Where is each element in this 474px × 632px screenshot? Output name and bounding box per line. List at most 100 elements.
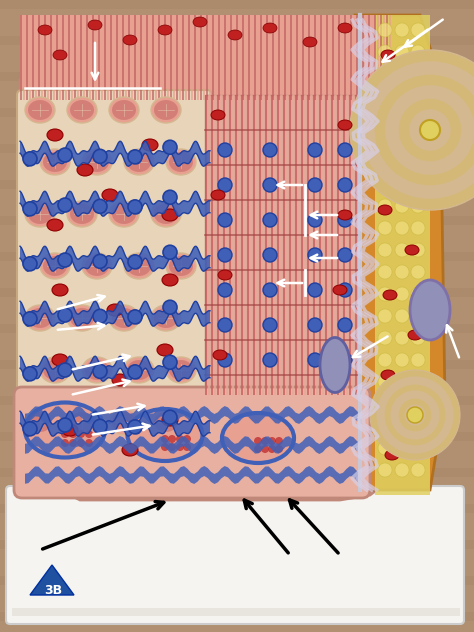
Ellipse shape: [40, 253, 70, 279]
Circle shape: [308, 213, 322, 227]
Bar: [0, 306, 474, 315]
Circle shape: [395, 23, 409, 37]
Bar: [26, 15, 28, 100]
Bar: [375, 15, 430, 495]
Ellipse shape: [85, 360, 109, 380]
Bar: [185, 15, 187, 100]
Bar: [212, 15, 214, 100]
Bar: [89, 15, 91, 100]
Bar: [176, 15, 178, 100]
Circle shape: [93, 420, 107, 434]
Circle shape: [395, 111, 409, 125]
Ellipse shape: [157, 344, 173, 356]
Bar: [253, 95, 255, 395]
Bar: [380, 15, 382, 100]
Ellipse shape: [405, 245, 419, 255]
Ellipse shape: [154, 308, 178, 328]
Circle shape: [411, 89, 425, 103]
Circle shape: [338, 353, 352, 367]
Bar: [256, 95, 258, 395]
Bar: [340, 95, 342, 395]
Circle shape: [370, 370, 460, 460]
Ellipse shape: [151, 305, 181, 331]
Ellipse shape: [40, 357, 70, 383]
Ellipse shape: [333, 285, 347, 295]
Bar: [0, 486, 474, 495]
Bar: [32, 15, 34, 100]
Circle shape: [338, 283, 352, 297]
Ellipse shape: [109, 201, 139, 227]
Ellipse shape: [52, 354, 68, 366]
Circle shape: [58, 418, 72, 432]
Ellipse shape: [43, 360, 67, 380]
Circle shape: [85, 439, 93, 447]
Circle shape: [23, 152, 37, 166]
Circle shape: [58, 363, 72, 377]
Bar: [323, 15, 325, 100]
Bar: [343, 95, 345, 395]
Bar: [0, 234, 474, 243]
Circle shape: [176, 443, 184, 451]
Circle shape: [183, 443, 191, 451]
Bar: [235, 95, 237, 395]
Circle shape: [378, 177, 392, 191]
Bar: [101, 15, 103, 100]
Circle shape: [338, 248, 352, 262]
Ellipse shape: [127, 152, 151, 172]
Ellipse shape: [62, 424, 78, 436]
Circle shape: [362, 62, 474, 198]
Circle shape: [161, 435, 169, 443]
Bar: [74, 15, 76, 100]
Circle shape: [263, 353, 277, 367]
Circle shape: [378, 265, 392, 279]
Bar: [236, 15, 238, 100]
Bar: [227, 15, 229, 100]
Bar: [239, 15, 241, 100]
Circle shape: [395, 309, 409, 323]
Circle shape: [128, 255, 142, 269]
Bar: [80, 15, 82, 100]
Bar: [0, 558, 474, 567]
Ellipse shape: [169, 256, 193, 276]
Ellipse shape: [28, 204, 52, 224]
Bar: [0, 432, 474, 441]
Circle shape: [411, 265, 425, 279]
Ellipse shape: [40, 149, 70, 175]
Bar: [0, 144, 474, 153]
Bar: [20, 15, 22, 100]
Circle shape: [378, 23, 392, 37]
Bar: [329, 15, 331, 100]
Circle shape: [378, 45, 392, 59]
Bar: [349, 95, 351, 395]
Bar: [107, 15, 109, 100]
Bar: [248, 15, 250, 100]
Circle shape: [308, 283, 322, 297]
Bar: [238, 95, 240, 395]
Bar: [0, 288, 474, 297]
Circle shape: [93, 149, 107, 163]
Circle shape: [263, 283, 277, 297]
Bar: [377, 15, 379, 100]
Bar: [200, 15, 202, 100]
Bar: [341, 15, 343, 100]
Circle shape: [308, 178, 322, 192]
Circle shape: [411, 463, 425, 477]
Bar: [134, 15, 136, 100]
Ellipse shape: [383, 125, 397, 135]
Bar: [0, 594, 474, 603]
Circle shape: [218, 178, 232, 192]
Ellipse shape: [112, 374, 128, 386]
Circle shape: [411, 177, 425, 191]
Bar: [0, 108, 474, 117]
Circle shape: [395, 331, 409, 345]
Ellipse shape: [85, 256, 109, 276]
Circle shape: [411, 23, 425, 37]
Circle shape: [58, 308, 72, 322]
Ellipse shape: [166, 149, 196, 175]
Bar: [119, 15, 121, 100]
Circle shape: [420, 120, 440, 140]
Ellipse shape: [25, 97, 55, 123]
Ellipse shape: [122, 444, 138, 456]
Ellipse shape: [193, 17, 207, 27]
Bar: [283, 95, 285, 395]
